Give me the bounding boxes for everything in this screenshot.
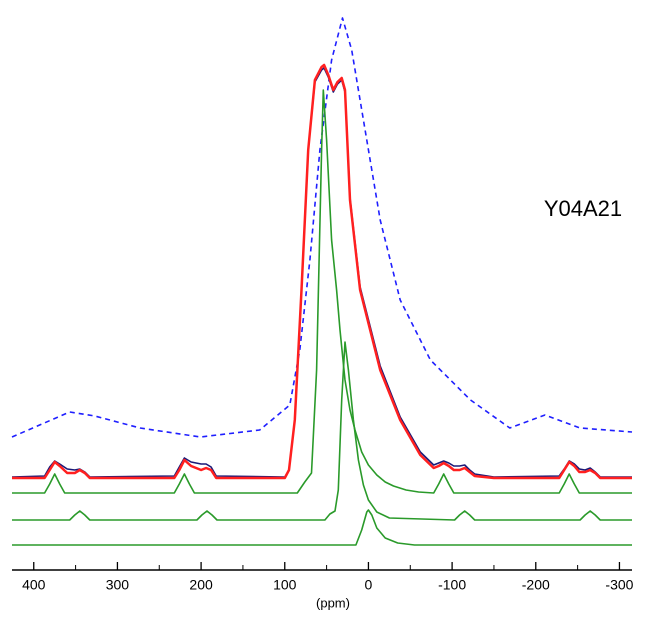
x-tick-label: -300 — [605, 577, 633, 593]
spectrum-line — [12, 341, 632, 521]
x-tick-label: 200 — [189, 577, 213, 593]
x-tick-label: 0 — [365, 577, 373, 593]
spectrum-line — [12, 509, 632, 546]
x-axis-label: (ppm) — [316, 595, 350, 610]
x-tick-label: -100 — [438, 577, 466, 593]
spectrum-line — [12, 89, 632, 494]
x-tick-label: -200 — [522, 577, 550, 593]
x-tick-label: 400 — [22, 577, 46, 593]
spectrum-line — [11, 17, 633, 438]
x-tick-label: 300 — [106, 577, 130, 593]
annotation: Y04A21 — [544, 196, 622, 221]
x-tick-label: 100 — [273, 577, 297, 593]
spectrum-line — [12, 63, 632, 480]
